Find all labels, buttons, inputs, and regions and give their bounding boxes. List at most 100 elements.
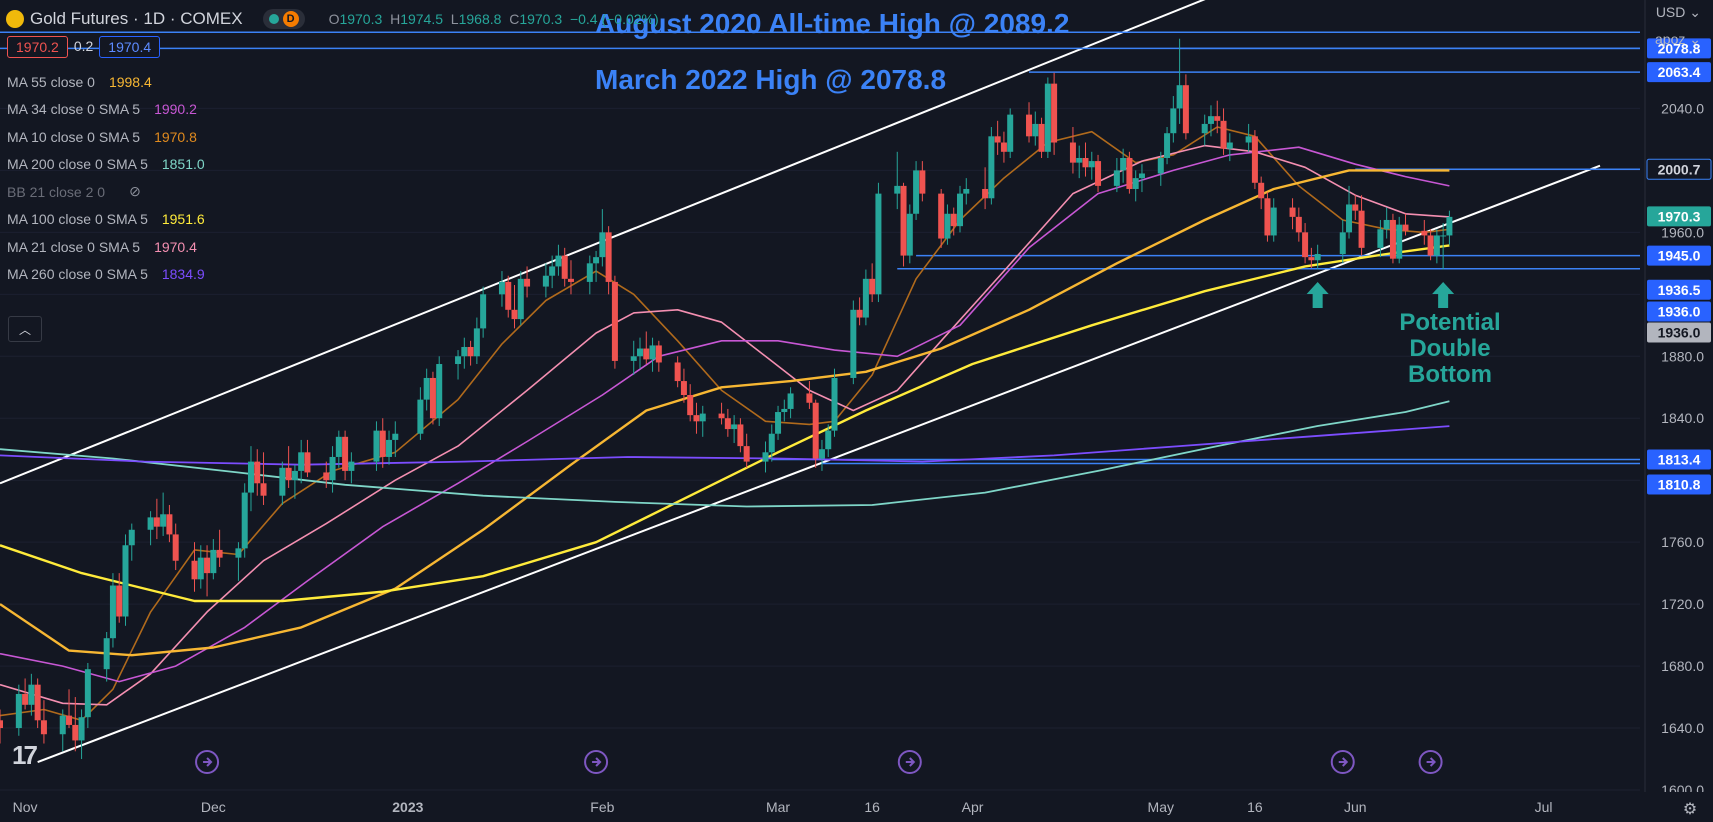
event-circle <box>1418 750 1443 774</box>
candle <box>1044 77 1051 158</box>
ohlc-readout: O1970.3 H1974.5 L1968.8 C1970.3 −0.4 (−0… <box>329 11 659 27</box>
event-circle <box>584 750 609 774</box>
candle <box>1032 111 1039 146</box>
candle <box>1095 154 1102 193</box>
candle-body <box>957 193 963 227</box>
time-label-mar: Mar <box>766 799 790 815</box>
price-tick-1840: 1840.0 <box>1661 410 1704 426</box>
candle-body <box>1038 123 1045 152</box>
candle <box>1026 102 1033 143</box>
candle-body <box>216 549 223 558</box>
candle <box>781 399 788 422</box>
time-label-dec: Dec <box>201 799 226 815</box>
legend-label: MA 21 close 0 SMA 5 <box>7 238 141 255</box>
candle-body <box>1251 136 1258 183</box>
user-menu[interactable]: apoz ⌄ <box>1655 31 1701 47</box>
channel-line-1 <box>0 0 1206 485</box>
candle-body <box>630 356 637 361</box>
candle-body <box>473 328 480 357</box>
candle <box>235 542 242 581</box>
candle-body <box>743 446 750 462</box>
candle-body <box>1389 219 1396 259</box>
candle-body <box>950 213 957 227</box>
candle <box>291 464 298 499</box>
price-axis-panel <box>1645 0 1713 822</box>
hidden-eye-icon[interactable]: ⊘ <box>129 183 141 200</box>
candle <box>831 368 838 437</box>
legend-value: 1851.0 <box>161 156 205 173</box>
candle-body <box>480 294 487 329</box>
price-label-box <box>1647 449 1711 470</box>
candle-body <box>34 684 41 721</box>
candle <box>197 545 204 589</box>
candle <box>517 271 524 326</box>
legend-row[interactable]: MA 10 close 0 SMA 5 1970.8 <box>7 123 205 151</box>
candle <box>680 368 687 403</box>
legend-value: 1998.4 <box>108 73 152 90</box>
candle <box>40 700 47 744</box>
legend-row[interactable]: BB 21 close 2 0 ⊘ <box>7 178 205 206</box>
legend-row[interactable]: MA 200 close 0 SMA 5 1851.0 <box>7 151 205 179</box>
sell-button[interactable]: 1970.2 <box>7 36 68 58</box>
candle-body <box>812 402 819 459</box>
candle-body <box>210 549 217 574</box>
candle <box>643 331 650 365</box>
collapse-legend-button[interactable]: ︿ <box>8 316 42 342</box>
candle <box>1000 131 1007 163</box>
candle <box>637 337 643 369</box>
legend-row[interactable]: MA 260 close 0 SMA 5 1834.9 <box>7 261 205 289</box>
candle <box>957 185 963 233</box>
price-label: 1936.0 <box>1647 301 1711 322</box>
price-label-text: 2078.8 <box>1658 40 1701 56</box>
legend-row[interactable]: MA 100 close 0 SMA 5 1951.6 <box>7 206 205 234</box>
candle-body <box>1346 204 1353 233</box>
price-label-box <box>1647 62 1711 83</box>
candle <box>254 449 261 496</box>
event-icon <box>1418 750 1443 774</box>
symbol-title[interactable]: Gold Futures · 1D · COMEX <box>30 9 243 28</box>
candle <box>768 424 775 462</box>
candle-body <box>599 232 606 258</box>
time-label-jun: Jun <box>1344 799 1367 815</box>
currency-selector[interactable]: USD ⌄ <box>1655 4 1701 20</box>
legend-row[interactable]: MA 21 close 0 SMA 5 1970.4 <box>7 233 205 261</box>
candle <box>1038 117 1045 158</box>
candle-body <box>172 534 179 561</box>
candle <box>731 415 738 444</box>
legend-row[interactable]: MA 34 close 0 SMA 5 1990.2 <box>7 96 205 124</box>
ohlc-close-key: C <box>509 11 520 27</box>
candle <box>1126 151 1133 194</box>
candle <box>913 161 920 220</box>
tradingview-logo[interactable]: 17 <box>12 740 38 770</box>
double-bottom-line-2: Double <box>1409 335 1491 362</box>
candle-body <box>204 557 211 574</box>
candle-body <box>655 345 662 363</box>
time-label-2023: 2023 <box>392 799 423 815</box>
candle-body <box>963 188 970 194</box>
candle-body <box>285 467 292 481</box>
legend-label: MA 10 close 0 SMA 5 <box>7 128 141 145</box>
time-label-16: 16 <box>1247 799 1263 815</box>
candle-body <box>66 715 73 725</box>
candle <box>1377 219 1384 258</box>
candle <box>944 204 951 245</box>
price-label: 1813.4 <box>1647 449 1711 470</box>
event-arrow <box>203 757 213 767</box>
candle-body <box>116 585 123 617</box>
candle-body <box>1446 216 1453 236</box>
candle-body <box>818 449 825 459</box>
candle-body <box>1421 230 1428 236</box>
market-status-pill[interactable]: D <box>262 9 305 29</box>
candle-body <box>109 585 116 639</box>
candle <box>1007 108 1014 158</box>
buy-button[interactable]: 1970.4 <box>99 36 161 58</box>
legend-row[interactable]: MA 55 close 0 1998.4 <box>7 68 205 96</box>
candle <box>379 418 386 468</box>
candle <box>1176 38 1183 124</box>
price-label-text: 2000.7 <box>1658 161 1701 177</box>
double-bottom-line-3: Bottom <box>1408 361 1492 388</box>
event-circle <box>195 750 220 774</box>
candle-body <box>674 362 681 382</box>
candle <box>15 684 22 736</box>
